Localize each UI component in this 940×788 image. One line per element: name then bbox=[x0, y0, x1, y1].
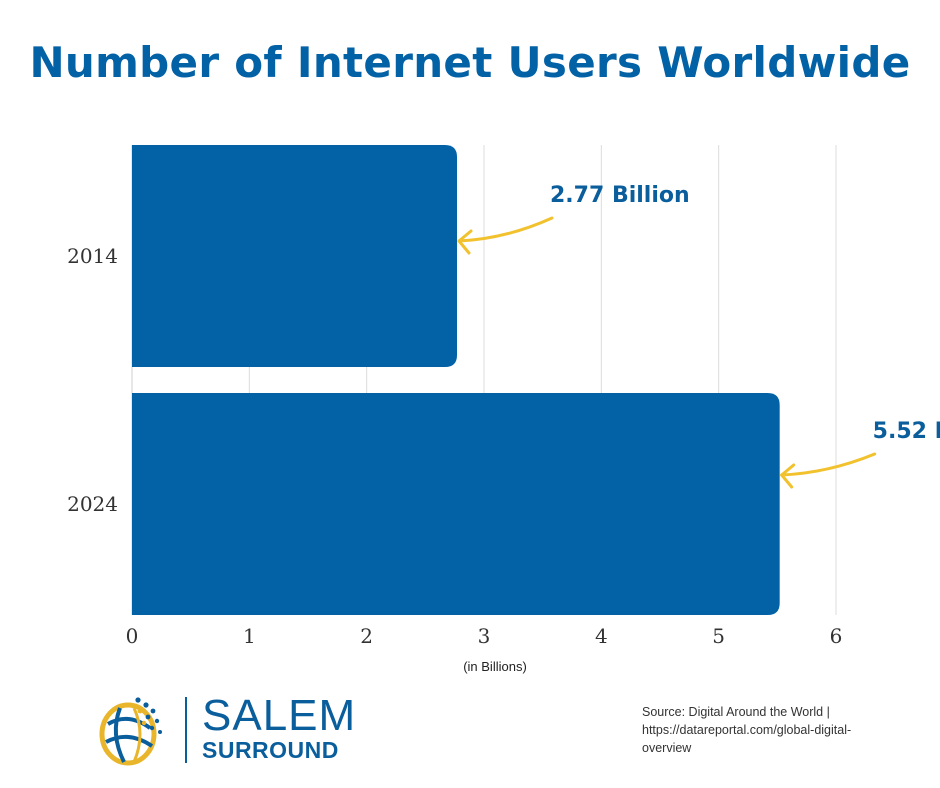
annotation-arrow bbox=[780, 452, 877, 477]
annotation-arrowhead bbox=[780, 463, 796, 489]
x-tick-label: 0 bbox=[126, 624, 139, 648]
data-label: 2.77 Billion bbox=[550, 183, 690, 208]
x-tick-label: 3 bbox=[478, 624, 491, 648]
annotation-arrow bbox=[457, 216, 554, 243]
chart-title: Number of Internet Users Worldwide bbox=[29, 38, 911, 87]
chart-labels: 0 1 2 3 4 5 6 2014 2.77 Billion 2024 5.52 Billion bbox=[67, 183, 940, 648]
y-tick-label: 2024 bbox=[67, 492, 118, 516]
x-axis-label: (in Billions) bbox=[463, 659, 527, 674]
x-tick-label: 5 bbox=[712, 624, 725, 648]
x-tick-label: 2 bbox=[360, 624, 373, 648]
annotation-arrows bbox=[457, 216, 877, 489]
x-tick-label: 1 bbox=[243, 624, 256, 648]
y-tick-label: 2014 bbox=[67, 244, 118, 268]
data-label: 5.52 Billion bbox=[873, 419, 940, 444]
bar-2024 bbox=[132, 393, 780, 615]
annotation-arrowhead bbox=[457, 229, 473, 255]
globe-dots-icon bbox=[99, 697, 162, 766]
source-note: Source: Digital Around the World | https… bbox=[642, 705, 852, 755]
bars bbox=[132, 145, 780, 615]
salem-surround-logo: SALEM SURROUND bbox=[98, 694, 378, 768]
logo-word-surround: SURROUND bbox=[202, 737, 339, 763]
logo-word-salem: SALEM bbox=[202, 691, 357, 740]
logo-divider bbox=[185, 697, 187, 763]
x-tick-label: 4 bbox=[595, 624, 608, 648]
bar-2014 bbox=[132, 145, 458, 367]
x-tick-label: 6 bbox=[830, 624, 843, 648]
